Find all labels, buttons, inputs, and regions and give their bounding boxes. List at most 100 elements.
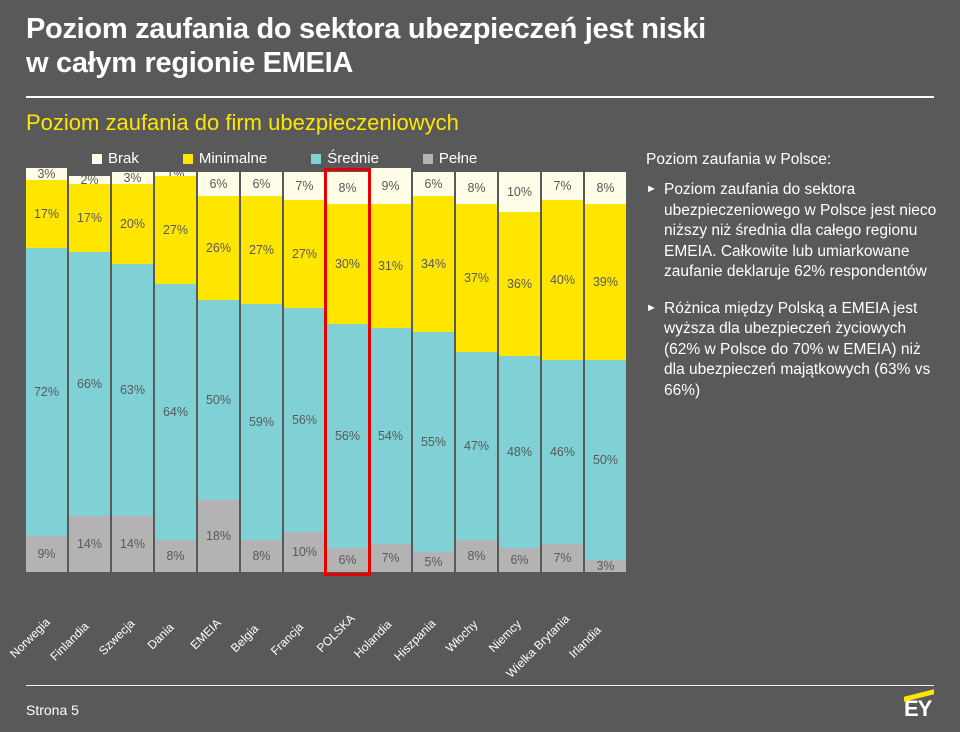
bar-segment-label: 6% — [338, 553, 356, 567]
footer: Strona 5 EY — [0, 676, 960, 732]
title-line-2: w całym regionie EMEIA — [26, 47, 353, 79]
x-axis-label: Niemcy — [486, 617, 524, 655]
bar-segment-med: 50% — [198, 300, 239, 500]
legend-swatch-brak — [92, 154, 102, 164]
bar-segment-label: 7% — [295, 179, 313, 193]
bar-segment-brak: 3% — [26, 168, 67, 180]
bar-segment-label: 8% — [467, 549, 485, 563]
bar-segment-label: 3% — [596, 559, 614, 573]
title-divider — [26, 96, 934, 98]
legend-label-full: Pełne — [439, 150, 477, 167]
stacked-bar-chart: 3%17%72%9%2%17%66%14%3%20%63%14%1%27%64%… — [26, 172, 626, 572]
bar-segment-full: 14% — [69, 516, 110, 572]
bar-segment-label: 50% — [206, 393, 231, 407]
bar-segment-label: 6% — [252, 177, 270, 191]
bar-segment-min: 27% — [241, 196, 282, 304]
bar-column: 10%36%48%6% — [499, 172, 540, 572]
bar-segment-med: 50% — [585, 360, 626, 560]
chart-subtitle: Poziom zaufania do firm ubezpieczeniowyc… — [26, 110, 459, 136]
bar-segment-label: 7% — [553, 179, 571, 193]
bar-segment-label: 3% — [37, 167, 55, 181]
bar-segment-brak: 6% — [241, 172, 282, 196]
bar-segment-label: 56% — [292, 413, 317, 427]
legend-swatch-med — [311, 154, 321, 164]
bar-segment-label: 7% — [553, 551, 571, 565]
bar-column: 8% 39% 50% 3% — [585, 172, 626, 572]
bar-segment-med: 72% — [26, 248, 67, 536]
bar-segment-min: 20% — [112, 184, 153, 264]
bar-segment-min: 27% — [284, 200, 325, 308]
x-axis-label: Finlandia — [47, 619, 91, 663]
page-number: Strona 5 — [26, 702, 79, 718]
bar-segment-label: 31% — [378, 259, 403, 273]
x-axis-label: Szwecja — [96, 616, 137, 657]
side-panel: Poziom zaufania w Polsce: Poziom zaufani… — [646, 150, 942, 417]
bar-segment-label: 6% — [209, 177, 227, 191]
bar-segment-med: 63% — [112, 264, 153, 516]
bar-segment-label: 10% — [507, 185, 532, 199]
bar-segment-min: 17% — [69, 184, 110, 252]
bar-segment-label: 39% — [593, 275, 618, 289]
bar-segment-med: 59% — [241, 304, 282, 540]
bar-segment-full: 6% — [327, 548, 368, 572]
bar-segment-full: 8% — [155, 540, 196, 572]
bar-column: 1%27%64%8% — [155, 172, 196, 572]
bar-segment-full: 10% — [284, 532, 325, 572]
bar-segment-label: 3% — [123, 171, 141, 185]
bar-segment-label: 7% — [381, 551, 399, 565]
bar-segment-label: 55% — [421, 435, 446, 449]
legend-label-med: Średnie — [327, 150, 379, 167]
bar-segment-min: 34% — [413, 196, 454, 332]
bar-segment-label: 47% — [464, 439, 489, 453]
bar-segment-label: 63% — [120, 383, 145, 397]
bar-segment-med: 55% — [413, 332, 454, 552]
bar-segment-med: 46% — [542, 360, 583, 544]
chart-legend: Brak Minimalne Średnie Pełne — [92, 150, 477, 167]
bar-segment-label: 8% — [467, 181, 485, 195]
bar-segment-brak: 3% — [112, 172, 153, 184]
x-axis-label: Holandia — [351, 617, 394, 660]
bar-segment-label: 26% — [206, 241, 231, 255]
bar-segment-full: 9% — [26, 536, 67, 572]
bar-segment-brak: 7% — [542, 172, 583, 200]
bar-segment-label: 34% — [421, 257, 446, 271]
bar-segment-label: 9% — [37, 547, 55, 561]
page-title: Poziom zaufania do sektora ubezpieczeń j… — [26, 12, 706, 80]
bar-segment-label: 6% — [424, 177, 442, 191]
bar-segment-label: 14% — [120, 537, 145, 551]
bar-segment-brak: 7% — [284, 172, 325, 200]
bar-segment-full: 6% — [499, 548, 540, 572]
bar-column: 6%26%50%18% — [198, 172, 239, 572]
bar-segment-label: 50% — [593, 453, 618, 467]
bar-segment-label: 27% — [249, 243, 274, 257]
bar-segment-full: 7% — [542, 544, 583, 572]
bar-segment-label: 37% — [464, 271, 489, 285]
x-axis-label: Irlandia — [566, 623, 604, 661]
bar-segment-label: 56% — [335, 429, 360, 443]
legend-swatch-min — [183, 154, 193, 164]
bar-segment-label: 17% — [34, 207, 59, 221]
side-title: Poziom zaufania w Polsce: — [646, 150, 942, 170]
bar-segment-label: 20% — [120, 217, 145, 231]
bar-segment-med: 66% — [69, 252, 110, 516]
bar-segment-med: 64% — [155, 284, 196, 540]
legend-item-med: Średnie — [311, 150, 379, 167]
bar-segment-full: 8% — [456, 540, 497, 572]
bar-column: 6%27%59%8% — [241, 172, 282, 572]
bar-segment-label: 27% — [163, 223, 188, 237]
bar-segment-full: 5% — [413, 552, 454, 572]
bar-segment-brak: 6% — [198, 172, 239, 196]
x-axis-label: Belgia — [228, 622, 261, 655]
footer-divider — [26, 685, 934, 686]
bar-segment-brak: 8% — [585, 172, 626, 204]
bar-segment-label: 72% — [34, 385, 59, 399]
bar-segment-brak: 10% — [499, 172, 540, 212]
bar-segment-brak: 8% — [327, 172, 368, 204]
side-bullet-1: Poziom zaufania do sektora ubezpieczenio… — [646, 180, 942, 282]
x-axis-label: Norwegia — [7, 615, 53, 661]
bar-segment-min: 37% — [456, 204, 497, 352]
legend-item-brak: Brak — [92, 150, 139, 167]
x-axis-label: EMEIA — [188, 616, 224, 652]
bar-segment-label: 9% — [381, 179, 399, 193]
bar-segment-brak: 9% — [370, 168, 411, 204]
